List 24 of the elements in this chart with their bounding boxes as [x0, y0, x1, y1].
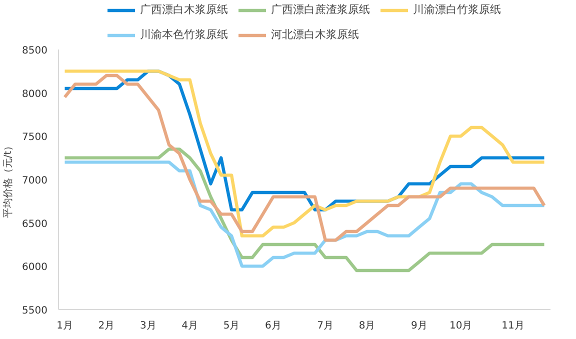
- y-tick-label: 5500: [22, 306, 48, 316]
- y-axis-title: 平均价格（元/t）: [2, 140, 14, 218]
- legend-label: 广西漂白蔗渣浆原纸: [271, 2, 370, 17]
- legend-label: 川渝漂白竹浆原纸: [413, 2, 501, 17]
- x-tick-label: 1月: [56, 320, 73, 332]
- y-tick-label: 6000: [22, 262, 48, 274]
- y-tick-label: 7500: [22, 132, 48, 144]
- y-tick-label: 8000: [22, 88, 48, 100]
- x-tick-label: 5月: [223, 320, 240, 332]
- x-tick-label: 2月: [98, 320, 115, 332]
- x-tick-label: 4月: [182, 320, 198, 332]
- y-tick-label: 6500: [22, 218, 48, 230]
- x-tick-label: 10月: [449, 320, 472, 332]
- legend-label: 河北漂白木浆原纸: [271, 27, 359, 42]
- y-tick-label: 7000: [22, 176, 48, 186]
- legend-label: 广西漂白木浆原纸: [140, 2, 228, 17]
- x-tick-label: 3月: [140, 320, 156, 332]
- x-tick-label: 8月: [358, 320, 376, 332]
- x-tick-label: 11月: [502, 320, 524, 332]
- x-tick-label: 9月: [410, 320, 428, 332]
- x-tick-label: 6月: [265, 320, 282, 332]
- legend-label: 川渝本色竹浆原纸: [140, 27, 228, 42]
- x-tick-label: 7月: [317, 320, 334, 332]
- y-tick-label: 8500: [22, 46, 48, 56]
